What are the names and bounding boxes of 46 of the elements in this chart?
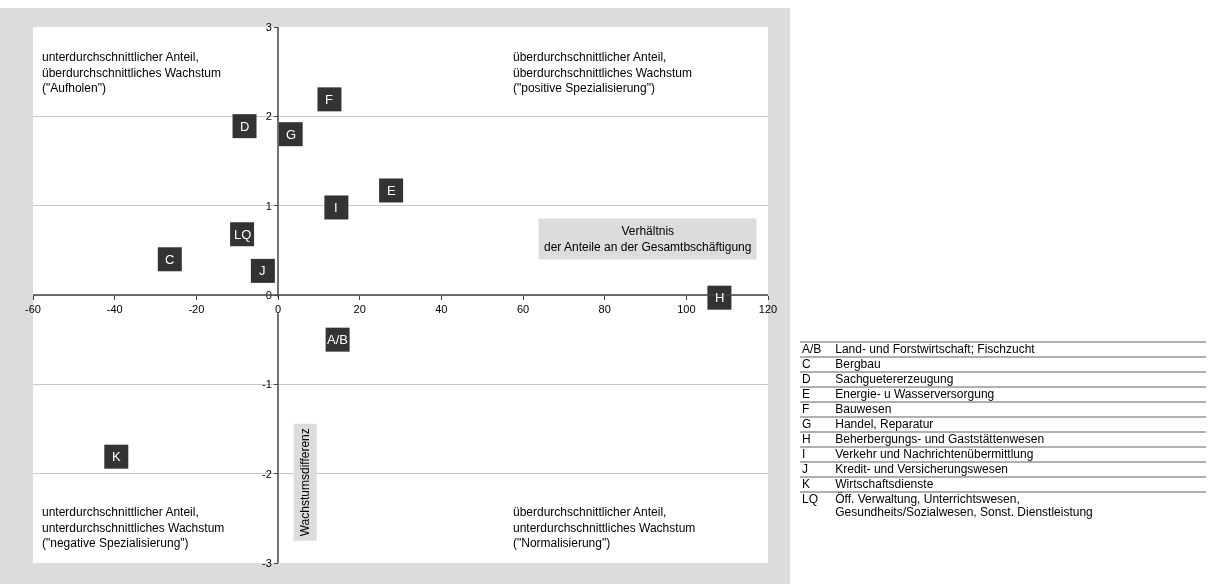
annotation: F — [325, 92, 333, 107]
y-tick-label: -2 — [262, 467, 272, 480]
annotation: D — [240, 119, 250, 134]
x-tick-label: 40 — [435, 303, 448, 316]
x-tick-label: -40 — [106, 303, 123, 316]
point — [324, 195, 349, 220]
annotation: J — [259, 263, 266, 278]
annotation: unterdurchschnittlicher Anteil, unterdurchschnittliches Wachstum ("negative Spezialisierung") — [42, 505, 225, 551]
annotation: K — [112, 449, 121, 464]
x-tick-label: 80 — [598, 303, 611, 316]
y-tick-label: 2 — [265, 110, 272, 123]
annotation: LQ — [234, 227, 252, 242]
y-axis-title: Wachstumsdifferenz — [298, 428, 313, 537]
x-tick-label: 100 — [677, 303, 696, 316]
text: A/B Land- und Forstwirtschaft; Fischzucht — [801, 342, 1036, 357]
annotation: unterdurchschnittlicher Anteil, überdurchschnittliches Wachstum ("Aufholen") — [42, 50, 221, 96]
x-axis-title: Verhältnis der Anteile an der Gesamtbschäftigung — [544, 224, 752, 254]
x-tick-label: 20 — [353, 303, 366, 316]
text: J Kredit- und Versicherungswesen — [802, 462, 1009, 476]
text: LQ Öff. Verwaltung, Unterrichtswesen, Gesundheits/Sozialwesen, Sonst. Dienstleistung — [802, 492, 1093, 519]
x-tick-label: 120 — [758, 303, 778, 316]
annotation: überdurchschnittlicher Anteil, unterdurchschnittliches Wachstum ("Normalisierung") — [513, 505, 696, 551]
annotation: H — [715, 290, 725, 305]
text: G Handel, Reparatur — [802, 417, 934, 431]
x-tick-label: -60 — [25, 303, 41, 316]
annotation: I — [334, 200, 338, 215]
annotation: E — [387, 183, 396, 198]
text: C Bergbau — [802, 357, 881, 371]
annotation: A/B — [327, 332, 348, 347]
annotation: C — [165, 252, 175, 267]
y-tick-label: 1 — [265, 199, 272, 212]
annotation: überdurchschnittlicher Anteil, überdurchschnittliches Wachstum ("positive Spezialisierung") — [513, 50, 692, 96]
x-tick-label: 60 — [516, 303, 530, 316]
y-tick-label: -1 — [262, 378, 272, 391]
text: H Beherbergungs- und Gaststättenwesen — [802, 432, 1045, 446]
y-tick-label: -3 — [262, 556, 272, 569]
x-tick-label: 0 — [274, 303, 282, 316]
annotation: G — [286, 127, 297, 142]
text: E Energie- u Wasserversorgung — [802, 387, 995, 401]
point — [250, 258, 275, 283]
x-tick-label: -20 — [188, 303, 205, 316]
text: I Verkehr und Nachrichtenübermittlung — [802, 447, 1034, 461]
text: D Sachguetererzeugung — [802, 372, 954, 386]
y-tick-label: 3 — [265, 20, 272, 33]
text: K Wirtschaftsdienste — [802, 477, 934, 491]
text: F Bauwesen — [802, 402, 892, 416]
